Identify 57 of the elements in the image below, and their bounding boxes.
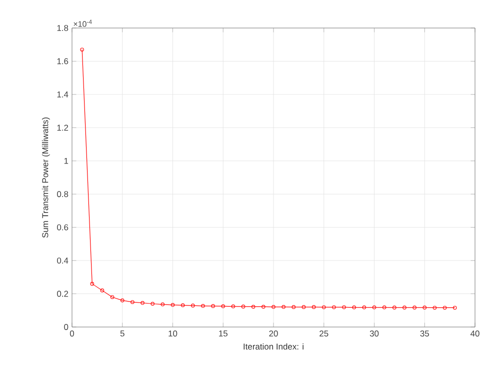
y-tick-label: 1 <box>64 158 68 164</box>
point <box>372 306 376 310</box>
point <box>100 288 104 292</box>
y-tick-label: 1.6 <box>57 58 68 64</box>
point <box>422 306 427 310</box>
y-tick-label: 0.2 <box>57 290 68 297</box>
point <box>402 306 406 310</box>
point <box>150 302 154 306</box>
point <box>262 304 266 309</box>
point <box>322 305 326 310</box>
point <box>272 305 276 309</box>
x-tick-label: 0 <box>70 330 74 337</box>
point <box>241 304 246 308</box>
point <box>432 306 437 310</box>
point <box>110 295 114 299</box>
point <box>130 300 134 304</box>
point <box>332 305 336 310</box>
point <box>201 304 205 308</box>
point <box>392 306 396 310</box>
point <box>191 304 195 308</box>
point <box>412 306 416 310</box>
point <box>382 306 386 310</box>
point <box>302 305 306 309</box>
point <box>251 304 256 309</box>
point <box>292 305 296 309</box>
x-tick-label: 20 <box>269 330 278 337</box>
x-axis-title: Iteration Index: i <box>244 343 304 350</box>
point <box>221 304 226 308</box>
y-tick-label: 1.4 <box>57 92 68 98</box>
x-tick-label: 25 <box>320 330 328 337</box>
point <box>140 301 144 305</box>
point <box>362 306 366 310</box>
point <box>170 303 175 307</box>
y-tick-label: 0 <box>64 324 68 330</box>
y-tick-label: 0.8 <box>57 191 68 198</box>
point <box>90 282 94 286</box>
x-tick-label: 40 <box>470 330 480 337</box>
y-axis-title: Sum Transmit Power (Milliwatts) <box>42 118 50 238</box>
point <box>231 304 236 308</box>
point <box>211 304 215 308</box>
point <box>352 306 356 310</box>
point <box>312 305 316 309</box>
point <box>282 305 286 309</box>
y-tick-label: 1.8 <box>57 25 68 31</box>
y-tick-label: 0.4 <box>57 258 68 264</box>
x-tick-label: 30 <box>370 330 379 337</box>
x-tick-label: 15 <box>219 330 228 336</box>
y-tick-label: 1.2 <box>57 124 68 131</box>
point <box>160 302 165 306</box>
point <box>180 303 185 308</box>
point <box>442 306 447 310</box>
x-tick-label: 10 <box>168 330 178 337</box>
point <box>120 298 124 302</box>
x-tick-label: 5 <box>120 330 124 336</box>
y-tick-label: 0.6 <box>57 224 68 230</box>
x-tick-label: 35 <box>420 330 429 337</box>
point <box>342 305 346 310</box>
